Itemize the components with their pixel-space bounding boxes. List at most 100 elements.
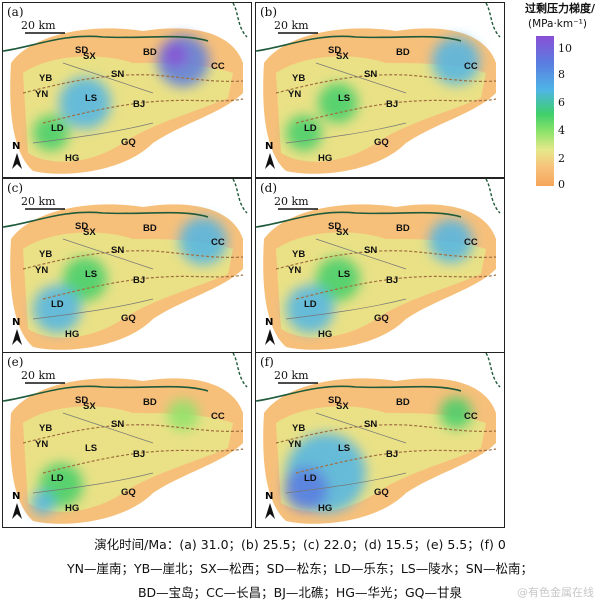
site-label-yn: YN <box>35 439 49 450</box>
site-label-cc: CC <box>464 61 478 72</box>
site-label-gq: GQ <box>121 137 136 148</box>
site-label-sn: SN <box>364 245 378 256</box>
site-label-yb: YB <box>39 73 53 84</box>
site-label-hg: HG <box>65 329 80 340</box>
map-drawing <box>3 353 248 524</box>
site-label-ls: LS <box>338 93 351 104</box>
north-arrow: N <box>9 491 25 521</box>
panel-label: (a) <box>7 5 24 19</box>
scale-bar-label: 20 km <box>274 195 309 208</box>
site-label-bd: BD <box>396 397 410 408</box>
site-label-hg: HG <box>65 153 80 164</box>
site-label-ld: LD <box>304 123 317 134</box>
site-label-yb: YB <box>292 249 306 260</box>
site-label-sx: SX <box>83 51 96 62</box>
site-label-hg: HG <box>318 153 333 164</box>
panel-label: (c) <box>7 181 24 195</box>
site-label-bd: BD <box>143 397 157 408</box>
legend-unit: (MPa·km⁻¹) <box>528 18 587 30</box>
site-label-gq: GQ <box>121 487 136 498</box>
site-label-sn: SN <box>111 245 125 256</box>
site-label-bj: BJ <box>386 275 399 286</box>
site-label-bd: BD <box>143 47 157 58</box>
map-drawing <box>3 3 248 174</box>
site-label-sx: SX <box>336 227 349 238</box>
colorbar <box>536 36 554 186</box>
site-label-bd: BD <box>396 223 410 234</box>
site-label-yb: YB <box>292 73 306 84</box>
site-label-sx: SX <box>83 401 96 412</box>
north-arrow: N <box>262 491 278 521</box>
site-label-yn: YN <box>288 265 302 276</box>
map-drawing <box>3 179 248 350</box>
site-label-sd: SD <box>328 221 342 232</box>
site-label-ld: LD <box>51 299 64 310</box>
caption-line-1: 演化时间/Ma：(a) 31.0；(b) 25.5；(c) 22.0；(d) 1… <box>94 537 506 552</box>
site-label-gq: GQ <box>121 313 136 324</box>
colorbar-tick: 2 <box>558 152 565 165</box>
site-label-ld: LD <box>51 473 64 484</box>
panel-label: (f) <box>260 355 274 369</box>
site-label-bd: BD <box>143 223 157 234</box>
north-arrow: N <box>262 317 278 347</box>
site-label-yn: YN <box>35 265 49 276</box>
map-panel: (b) 20 km N SD SX BD CC SN YB YN LS BJ LD GQ HG <box>255 2 505 178</box>
site-label-sd: SD <box>75 45 89 56</box>
scale-bar-label: 20 km <box>21 195 56 208</box>
site-label-ld: LD <box>304 473 317 484</box>
scale-bar-label: 20 km <box>274 369 309 382</box>
site-label-sd: SD <box>75 395 89 406</box>
site-label-sd: SD <box>75 221 89 232</box>
site-label-bj: BJ <box>386 99 399 110</box>
site-label-ld: LD <box>304 299 317 310</box>
scale-bar-label: 20 km <box>21 369 56 382</box>
caption-line-3: BD—宝岛；CC—长昌；BJ—北礁；HG—华光；GQ—甘泉 <box>137 585 463 600</box>
map-panel: (e) 20 km N SD SX BD CC SN YB YN LS BJ LD GQ HG <box>2 352 252 528</box>
site-label-hg: HG <box>318 503 333 514</box>
site-label-bd: BD <box>396 47 410 58</box>
site-label-sx: SX <box>336 51 349 62</box>
panel-label: (d) <box>260 181 278 195</box>
site-label-sd: SD <box>328 45 342 56</box>
colorbar-tick: 8 <box>558 68 565 81</box>
site-label-hg: HG <box>318 329 333 340</box>
map-drawing <box>256 353 501 524</box>
panel-label: (b) <box>260 5 278 19</box>
site-label-yn: YN <box>288 89 302 100</box>
scale-bar-label: 20 km <box>21 19 56 32</box>
site-label-cc: CC <box>464 237 478 248</box>
legend-title: 过剩压力梯度/ <box>524 2 596 15</box>
site-label-bj: BJ <box>133 99 146 110</box>
site-label-bj: BJ <box>133 449 146 460</box>
map-panel: (d) 20 km N SD SX BD CC SN YB YN LS BJ LD GQ HG <box>255 178 505 354</box>
site-label-ld: LD <box>51 123 64 134</box>
map-panel: (c) 20 km N SD SX BD CC SN YB YN LS BJ LD GQ HG <box>2 178 252 354</box>
site-label-ls: LS <box>85 269 98 280</box>
site-label-cc: CC <box>211 411 225 422</box>
site-label-bj: BJ <box>133 275 146 286</box>
site-label-hg: HG <box>65 503 80 514</box>
site-label-sn: SN <box>364 69 378 80</box>
caption-line-2: YN—崖南；YB—崖北；SX—松西；SD—松东；LD—乐东；LS—陵水；SN—松… <box>66 561 534 576</box>
north-arrow: N <box>9 317 25 347</box>
site-label-yn: YN <box>35 89 49 100</box>
site-label-sn: SN <box>364 419 378 430</box>
colorbar-tick: 0 <box>558 178 565 191</box>
site-label-sx: SX <box>83 227 96 238</box>
site-label-sn: SN <box>111 419 125 430</box>
colorbar-tick: 6 <box>558 96 565 109</box>
site-label-bj: BJ <box>386 449 399 460</box>
watermark: @有色金属在线 <box>517 586 594 599</box>
site-label-yn: YN <box>288 439 302 450</box>
site-label-ls: LS <box>85 443 98 454</box>
scale-bar-label: 20 km <box>274 19 309 32</box>
site-label-cc: CC <box>211 237 225 248</box>
site-label-ls: LS <box>338 443 351 454</box>
site-label-ls: LS <box>338 269 351 280</box>
site-label-cc: CC <box>211 61 225 72</box>
site-label-yb: YB <box>39 249 53 260</box>
map-panel: (f) 20 km N SD SX BD CC SN YB YN LS BJ LD GQ HG <box>255 352 505 528</box>
site-label-sx: SX <box>336 401 349 412</box>
panel-label: (e) <box>7 355 24 369</box>
site-label-ls: LS <box>85 93 98 104</box>
